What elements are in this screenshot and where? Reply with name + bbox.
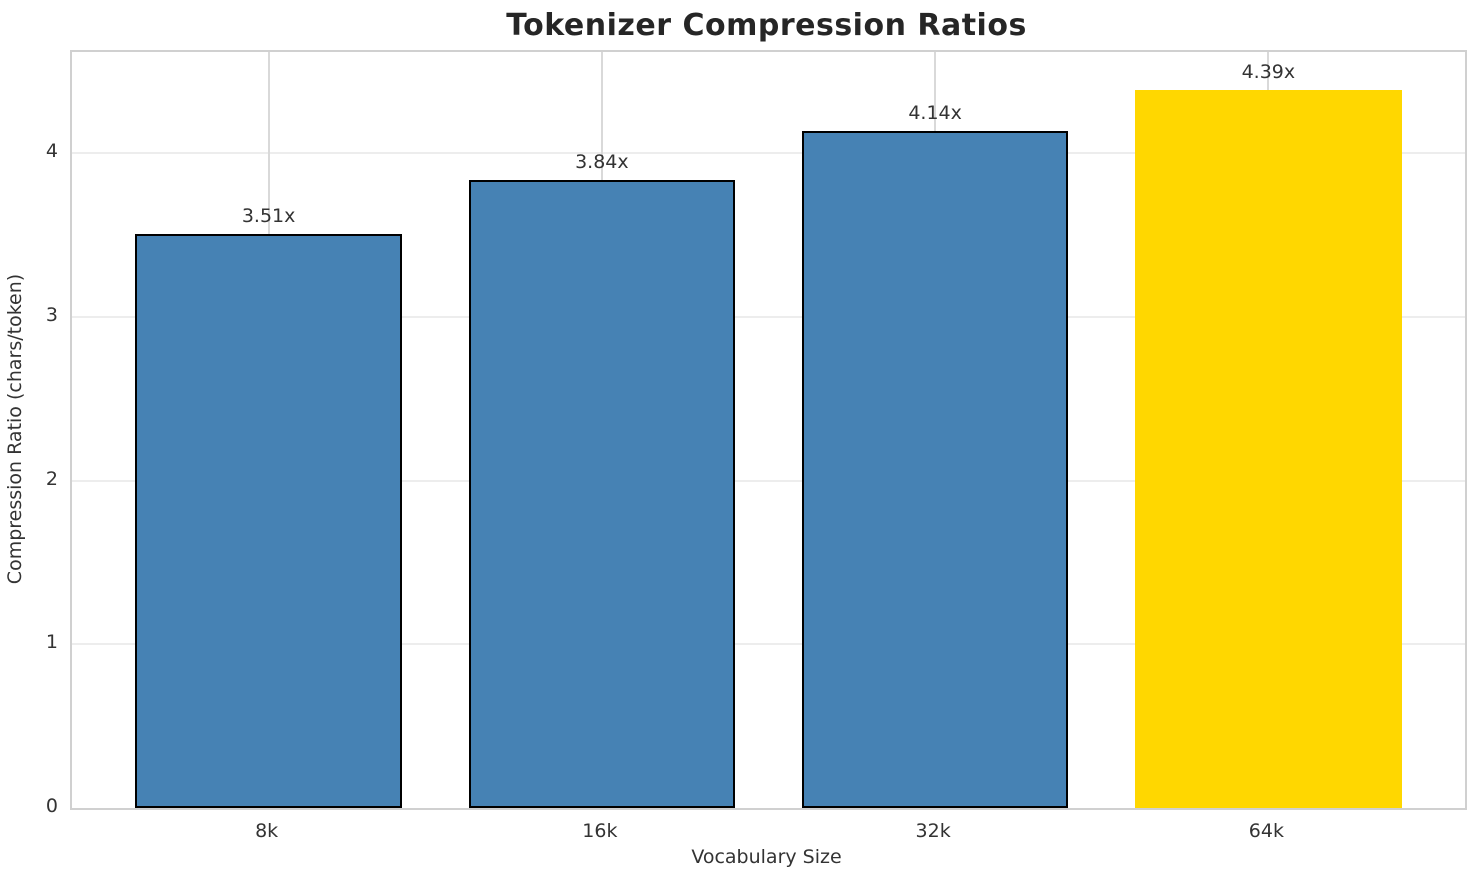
x-tick-label: 16k — [582, 820, 618, 842]
y-axis-label: Compression Ratio (chars/token) — [4, 273, 26, 585]
horizontal-gridline — [72, 479, 1465, 482]
horizontal-gridline — [72, 152, 1465, 155]
bar-64k — [1135, 89, 1402, 808]
bar-16k — [468, 179, 736, 808]
chart-title: Tokenizer Compression Ratios — [506, 8, 1027, 43]
bar-8k — [135, 233, 402, 808]
x-tick-label: 32k — [915, 820, 951, 842]
bar-value-label: 4.14x — [908, 101, 962, 124]
x-tick-label: 64k — [1248, 820, 1284, 842]
y-tick-label: 0 — [45, 795, 58, 817]
bar-32k — [801, 130, 1069, 808]
bar-value-label: 3.84x — [575, 150, 629, 173]
horizontal-gridline — [72, 316, 1465, 319]
y-tick-label: 2 — [45, 467, 58, 490]
y-tick-label: 4 — [45, 140, 58, 163]
y-tick-label: 3 — [45, 304, 58, 327]
x-axis-label: Vocabulary Size — [691, 846, 842, 868]
x-tick-label: 8k — [255, 820, 279, 842]
horizontal-gridline — [72, 643, 1465, 646]
plot-area: 3.51x 3.84x 4.14x 4.39x — [70, 50, 1467, 810]
bar-value-label: 4.39x — [1241, 60, 1296, 83]
bar-value-label: 3.51x — [241, 204, 296, 227]
y-tick-label: 1 — [45, 631, 58, 654]
